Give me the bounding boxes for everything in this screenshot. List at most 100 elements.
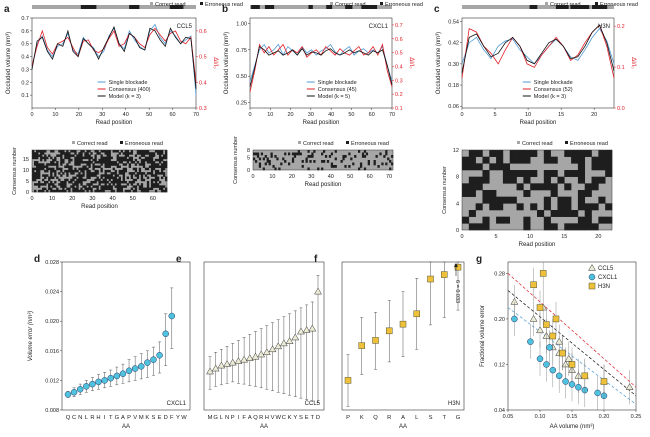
category-label: D xyxy=(164,415,168,421)
heatmap-cell-error xyxy=(140,174,144,177)
heatmap-cell-error xyxy=(144,150,148,153)
heatmap-cell-error xyxy=(108,176,111,180)
heatmap-cell-error xyxy=(106,158,109,162)
heatmap-cell-error xyxy=(154,165,158,168)
heatmap-cell-error xyxy=(32,174,35,177)
heatmap-cell-error xyxy=(383,155,386,158)
data-point xyxy=(600,378,608,385)
heatmap-cell-error xyxy=(138,150,142,153)
heatmap-cell-error xyxy=(307,167,310,171)
heatmap-cell-error xyxy=(126,154,130,157)
category-label: V xyxy=(271,415,275,421)
heatmap-cell-error xyxy=(122,163,125,166)
heatmap-cell-error xyxy=(132,167,136,171)
series-line-2 xyxy=(461,24,615,79)
heatmap-cell-error xyxy=(82,156,85,160)
read-strip-error xyxy=(575,5,584,9)
data-point xyxy=(536,355,544,363)
heatmap-cell-error xyxy=(38,150,41,153)
heatmap-cell-error xyxy=(110,174,113,177)
heatmap-cell-error xyxy=(66,169,69,173)
heatmap-x-tick: 5 xyxy=(495,234,498,240)
heatmap-cell-error xyxy=(52,163,55,166)
category-label: I xyxy=(238,415,240,421)
y2-axis-label: ΔI/I₀ xyxy=(408,57,414,69)
x-axis-label: AA xyxy=(399,424,407,430)
heatmap-cell-error xyxy=(543,203,551,211)
heatmap-cell-error xyxy=(50,150,53,153)
heatmap-cell-error xyxy=(509,196,517,204)
heatmap-cell-error xyxy=(468,210,476,217)
heatmap-cell-error xyxy=(496,156,504,164)
heatmap-cell-error xyxy=(42,156,45,160)
x-axis-label: AA xyxy=(260,424,268,430)
heatmap-cell-error xyxy=(62,152,65,155)
heatmap-cell-error xyxy=(164,176,168,180)
heatmap-cell-error xyxy=(557,203,565,211)
heatmap-cell-error xyxy=(84,165,87,168)
heatmap-cell-error xyxy=(94,150,97,153)
heatmap-cell-error xyxy=(106,185,109,188)
heatmap-cell-error xyxy=(98,183,101,186)
heatmap-cell-error xyxy=(577,156,586,164)
heatmap-cell-error xyxy=(164,165,168,168)
heatmap-cell-error xyxy=(118,178,121,182)
heatmap-cell-error xyxy=(76,187,79,191)
heatmap-cell-error xyxy=(124,154,128,157)
data-point xyxy=(386,327,393,335)
data-point xyxy=(559,349,566,357)
heatmap-cell-error xyxy=(162,156,166,160)
heatmap-cell-error xyxy=(154,163,158,166)
heatmap-cell-error xyxy=(36,161,39,164)
read-strip-error xyxy=(555,5,569,9)
heatmap-x-tick: 0 xyxy=(30,196,33,202)
heatmap-cell-error xyxy=(140,152,144,155)
data-point xyxy=(76,386,84,393)
heatmap-cell-error xyxy=(154,189,158,193)
heatmap-cell-error xyxy=(162,154,166,157)
heatmap-cell-error xyxy=(321,160,324,163)
heatmap-cell-error xyxy=(564,150,572,157)
data-point xyxy=(119,370,127,377)
heatmap-cell-error xyxy=(116,185,119,188)
heatmap-cell-error xyxy=(116,156,119,160)
heatmap-cell-error xyxy=(46,189,49,193)
heatmap-cell-error xyxy=(144,189,148,193)
heatmap-cell-error xyxy=(363,167,367,171)
data-point xyxy=(594,389,601,397)
heatmap-cell-error xyxy=(92,174,95,177)
data-point xyxy=(454,263,462,271)
heatmap-cell-error xyxy=(52,150,55,153)
heatmap-cell-error xyxy=(82,165,85,168)
panel-f: f P K Q R A L S T G AA H3N 6 = 0.033 xyxy=(314,254,465,430)
legend-swatch-correct xyxy=(298,141,301,144)
heatmap-cell-error xyxy=(48,185,51,188)
heatmap-cell-error xyxy=(274,167,277,171)
heatmap-cell-error xyxy=(116,150,119,153)
heatmap-cell-error xyxy=(118,158,121,162)
heatmap-cell-error xyxy=(605,150,613,157)
heatmap-cell-error xyxy=(164,150,168,153)
legend-swatch-erroneous xyxy=(120,141,123,144)
data-point xyxy=(240,355,249,363)
heatmap-cell-error xyxy=(90,174,93,177)
heatmap-cell-error xyxy=(78,167,81,171)
heatmap-cell-error xyxy=(564,210,572,217)
legend-text: Single blockade xyxy=(109,80,148,86)
heatmap-cell-error xyxy=(80,174,83,177)
heatmap-cell-error xyxy=(154,180,158,184)
legend-text: Single blockade xyxy=(318,80,357,86)
heatmap-cell-error xyxy=(36,152,39,155)
heatmap-cell-error xyxy=(591,163,599,171)
data-point xyxy=(302,326,311,333)
heatmap-cell-error xyxy=(110,156,113,160)
heatmap-cell-error xyxy=(76,156,79,160)
heatmap-cell-error xyxy=(92,180,95,184)
y-tick-label: 0.4 xyxy=(21,55,29,61)
heatmap-cell-error xyxy=(156,158,160,162)
category-label: R xyxy=(90,415,94,421)
heatmap-cell-error xyxy=(126,158,130,162)
heatmap-cell-error xyxy=(130,161,134,164)
heatmap-cell-error xyxy=(96,172,99,175)
heatmap-cell-error xyxy=(114,178,117,182)
